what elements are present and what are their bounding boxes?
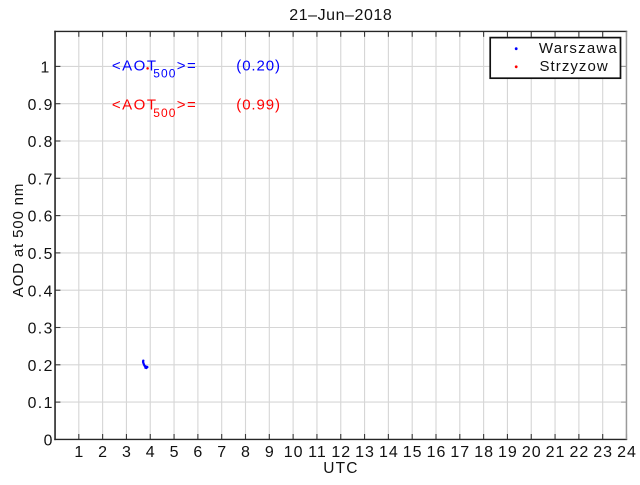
svg-text:0.6: 0.6 bbox=[28, 209, 54, 226]
svg-text:19: 19 bbox=[498, 444, 518, 461]
svg-text:0.2: 0.2 bbox=[28, 358, 54, 375]
svg-text:12: 12 bbox=[331, 444, 351, 461]
svg-text:<AOT: <AOT bbox=[112, 57, 158, 74]
svg-text:9: 9 bbox=[265, 444, 275, 461]
svg-text:16: 16 bbox=[427, 444, 447, 461]
svg-text:(0.99): (0.99) bbox=[236, 97, 281, 114]
svg-text:14: 14 bbox=[379, 444, 399, 461]
svg-text:0.3: 0.3 bbox=[28, 321, 54, 338]
svg-text:(0.20): (0.20) bbox=[236, 57, 281, 74]
svg-text:23: 23 bbox=[593, 444, 613, 461]
svg-text:8: 8 bbox=[241, 444, 251, 461]
svg-text:Strzyzow: Strzyzow bbox=[540, 58, 609, 75]
svg-text:Warszawa: Warszawa bbox=[539, 40, 618, 57]
svg-text:11: 11 bbox=[308, 444, 327, 461]
svg-text:24: 24 bbox=[617, 444, 637, 461]
svg-text:3: 3 bbox=[122, 444, 132, 461]
svg-text:17: 17 bbox=[450, 444, 470, 461]
svg-text:<AOT: <AOT bbox=[112, 97, 158, 114]
svg-text:UTC: UTC bbox=[323, 460, 358, 477]
svg-text:20: 20 bbox=[522, 444, 542, 461]
svg-text:0: 0 bbox=[44, 433, 54, 450]
svg-text:13: 13 bbox=[355, 444, 375, 461]
svg-text:6: 6 bbox=[193, 444, 203, 461]
svg-text:0.1: 0.1 bbox=[28, 395, 54, 412]
svg-text:0.8: 0.8 bbox=[28, 134, 54, 151]
svg-text:0.7: 0.7 bbox=[28, 171, 54, 188]
svg-text:4: 4 bbox=[146, 444, 156, 461]
svg-text:7: 7 bbox=[217, 444, 227, 461]
svg-text:AOD at 500 nm: AOD at 500 nm bbox=[10, 183, 27, 297]
svg-text:22: 22 bbox=[569, 444, 589, 461]
svg-text:10: 10 bbox=[284, 444, 304, 461]
svg-text:5: 5 bbox=[170, 444, 180, 461]
svg-text:500: 500 bbox=[153, 67, 176, 81]
svg-text:>=: >= bbox=[177, 57, 198, 74]
svg-text:15: 15 bbox=[403, 444, 423, 461]
svg-text:0.4: 0.4 bbox=[28, 283, 54, 300]
svg-text:21–Jun–2018: 21–Jun–2018 bbox=[289, 7, 392, 24]
svg-text:>=: >= bbox=[177, 97, 198, 114]
svg-text:0.5: 0.5 bbox=[28, 246, 54, 263]
svg-text:1: 1 bbox=[74, 444, 84, 461]
svg-text:2: 2 bbox=[98, 444, 108, 461]
svg-text:0.9: 0.9 bbox=[28, 97, 54, 114]
svg-text:500: 500 bbox=[153, 106, 176, 120]
svg-text:18: 18 bbox=[474, 444, 494, 461]
svg-text:21: 21 bbox=[546, 444, 566, 461]
svg-text:1: 1 bbox=[41, 60, 51, 77]
